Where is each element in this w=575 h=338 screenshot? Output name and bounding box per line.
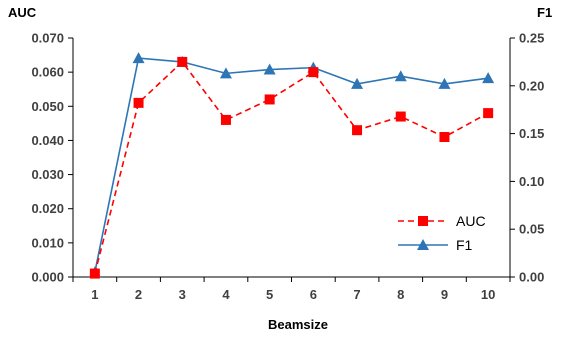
series-layer (88, 52, 495, 279)
axes: 0.000 0.010 0.020 0.030 0.040 0.050 0.060 0.070… (31, 31, 544, 303)
y-left-tick-label: 0.060 (31, 65, 64, 80)
auc-data-point (439, 132, 450, 143)
auc-series-line (94, 60, 489, 274)
x-tick-label: 8 (397, 287, 404, 302)
y-left-tick-label: 0.040 (31, 133, 64, 148)
y-right-tick-label: 0.25 (519, 31, 544, 46)
auc-data-point (308, 67, 319, 78)
y-right-tick-label: 0.15 (519, 126, 544, 141)
x-tick-label: 3 (179, 287, 186, 302)
f1-data-point (482, 72, 495, 84)
f1-data-point (219, 67, 232, 79)
legend-marker-f1 (417, 239, 429, 250)
y-right-tick-label: 0.20 (519, 78, 544, 93)
auc-data-point (395, 111, 406, 122)
y-left-tick-label: 0.010 (31, 235, 64, 250)
y-left-tick-label: 0.050 (31, 99, 64, 114)
f1-series-line (94, 57, 489, 273)
y-left-tick-label: 0.030 (31, 167, 64, 182)
x-axis-title: Beamsize (268, 317, 328, 332)
auc-data-point (133, 97, 144, 108)
x-tick-label: 4 (222, 287, 230, 302)
legend-label-f1: F1 (456, 237, 473, 253)
f1-data-point (438, 77, 451, 89)
y-left-tick-label: 0.020 (31, 201, 64, 216)
auc-data-point (220, 114, 231, 125)
legend-label-auc: AUC (456, 213, 486, 229)
x-tick-label: 1 (91, 287, 98, 302)
x-tick-label: 5 (266, 287, 273, 302)
f1-data-point (132, 52, 145, 64)
auc-data-point (352, 125, 363, 136)
y-left-tick-label: 0.070 (31, 31, 64, 46)
y-right-tick-label: 0.00 (519, 270, 544, 285)
auc-data-point (264, 94, 275, 105)
y-axis-left-title: AUC (8, 5, 37, 20)
y-axis-right-title: F1 (537, 5, 552, 20)
y-right-tick-label: 0.05 (519, 222, 544, 237)
f1-data-point (394, 70, 407, 82)
f1-data-point (351, 77, 364, 89)
legend: AUC F1 (398, 213, 486, 253)
x-tick-label: 6 (310, 287, 317, 302)
auc-data-point (89, 268, 100, 279)
y-right-tick-label: 0.10 (519, 174, 544, 189)
f1-data-point (263, 63, 276, 75)
auc-data-point (483, 108, 494, 119)
legend-marker-auc (418, 216, 428, 226)
x-tick-label: 10 (481, 287, 495, 302)
x-tick-label: 9 (441, 287, 448, 302)
auc-data-point (177, 56, 188, 67)
y-left-tick-label: 0.000 (31, 270, 64, 285)
x-tick-label: 7 (353, 287, 360, 302)
x-tick-label: 2 (135, 287, 142, 302)
